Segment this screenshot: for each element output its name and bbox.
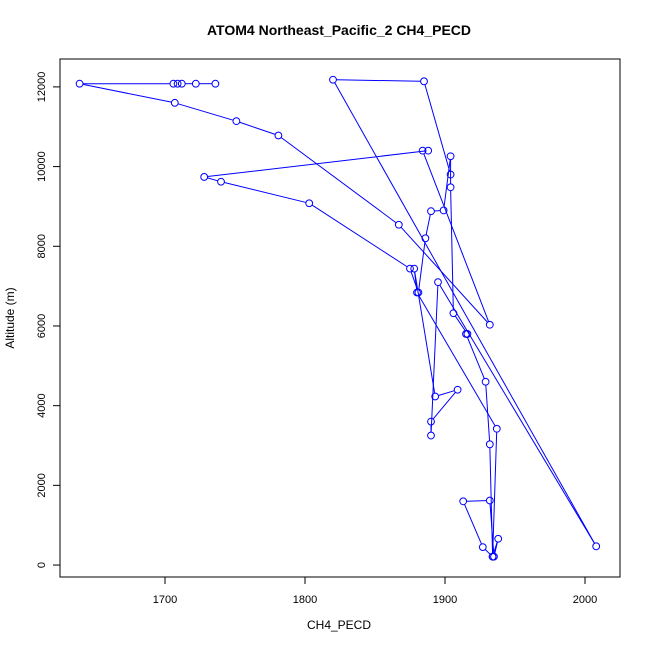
- data-point: [217, 177, 225, 186]
- series-segment: [466, 336, 485, 379]
- series-segment: [425, 214, 431, 236]
- data-point: [305, 199, 314, 208]
- y-tick-label: 8000: [36, 234, 48, 258]
- series-segment: [418, 241, 426, 290]
- series-segment: [492, 432, 498, 554]
- series-segment: [423, 153, 490, 322]
- series-segment: [484, 549, 491, 555]
- data-point: [434, 278, 442, 287]
- data-point: [177, 79, 186, 88]
- data-point: [446, 152, 455, 161]
- data-point: [75, 79, 84, 88]
- series-segment: [414, 271, 436, 394]
- data-point: [413, 288, 421, 297]
- series-segment: [454, 315, 466, 332]
- data-point: [329, 75, 337, 84]
- data-point: [485, 496, 494, 505]
- data-point: [592, 542, 601, 551]
- x-tick-label: 1800: [293, 594, 317, 606]
- data-point: [494, 534, 503, 543]
- data-point: [170, 98, 179, 107]
- data-point: [488, 552, 497, 561]
- data-point: [427, 417, 435, 426]
- series-segment: [439, 284, 595, 544]
- data-point: [200, 173, 209, 181]
- data-point: [485, 440, 494, 449]
- data-point: [169, 79, 178, 88]
- series-segment: [464, 504, 482, 545]
- series-segment: [177, 103, 234, 121]
- series-segment: [438, 390, 455, 396]
- data-point: [446, 183, 455, 192]
- y-tick-label: 10000: [36, 151, 48, 182]
- data-point: [446, 170, 455, 179]
- data-point: [410, 264, 419, 273]
- data-point: [421, 234, 430, 243]
- data-point: [173, 79, 182, 88]
- data-point: [462, 330, 470, 338]
- data-point: [394, 220, 403, 229]
- x-tick-label: 2000: [573, 594, 597, 606]
- series-segment: [207, 177, 218, 182]
- data-point: [459, 497, 468, 506]
- chart-title: ATOM4 Northeast_Pacific_2 CH4_PECD: [207, 22, 471, 38]
- data-point: [485, 320, 494, 329]
- data-point: [274, 131, 283, 140]
- y-tick-label: 4000: [36, 393, 48, 417]
- x-tick-label: 1900: [433, 594, 457, 606]
- series-segment: [334, 82, 595, 544]
- data-point: [427, 431, 435, 440]
- series-segment: [466, 500, 487, 502]
- y-tick-label: 0: [36, 562, 48, 568]
- data-point: [424, 146, 433, 155]
- series-segment: [400, 226, 488, 323]
- y-axis: 0 2000 4000 6000 8000 10000 12000: [36, 72, 61, 568]
- data-point: [191, 79, 200, 88]
- series-segment: [336, 79, 421, 82]
- series-segment: [432, 392, 456, 420]
- series-segment: [430, 285, 439, 433]
- y-tick-label: 12000: [36, 72, 48, 103]
- series-segment: [280, 137, 397, 224]
- series-segment: [207, 150, 425, 178]
- y-tick-label: 6000: [36, 314, 48, 338]
- series-segment: [82, 83, 172, 103]
- data-series: [75, 75, 601, 561]
- data-point: [406, 264, 414, 273]
- y-tick-label: 2000: [36, 473, 48, 497]
- data-point: [481, 377, 490, 386]
- x-tick-label: 1700: [153, 594, 177, 606]
- data-point: [478, 543, 487, 552]
- data-point: [439, 206, 448, 215]
- series-segment: [450, 190, 454, 310]
- series-segment: [311, 204, 408, 268]
- data-point: [427, 207, 435, 216]
- x-axis: 1700 1800 1900 2000: [153, 576, 597, 606]
- series-segment: [443, 159, 451, 208]
- y-axis-title: Altitude (m): [3, 287, 17, 348]
- data-point: [418, 146, 427, 155]
- x-axis-title: CH4_PECD: [307, 618, 371, 632]
- series-segment: [494, 541, 498, 554]
- series-segment: [224, 182, 307, 203]
- data-point: [431, 392, 440, 401]
- data-point: [453, 385, 462, 394]
- series-segment: [424, 84, 451, 172]
- data-point: [211, 79, 220, 88]
- data-point: [492, 424, 501, 433]
- series-segment: [239, 121, 276, 135]
- data-point: [232, 117, 241, 126]
- plot-frame: [59, 58, 621, 578]
- series-segment: [418, 295, 496, 427]
- data-point: [449, 309, 458, 318]
- data-point: [420, 77, 428, 86]
